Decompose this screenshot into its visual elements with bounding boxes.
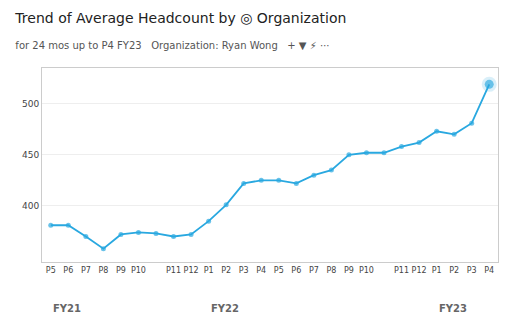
svg-text:P2: P2	[221, 266, 231, 275]
svg-text:P6: P6	[63, 266, 73, 275]
svg-text:P11: P11	[394, 266, 409, 275]
svg-text:P3: P3	[467, 266, 477, 275]
svg-text:P5: P5	[274, 266, 284, 275]
svg-text:P8: P8	[326, 266, 336, 275]
svg-text:P10: P10	[359, 266, 374, 275]
svg-text:P4: P4	[484, 266, 494, 275]
svg-text:P11: P11	[166, 266, 181, 275]
svg-text:P10: P10	[131, 266, 146, 275]
svg-text:P1: P1	[204, 266, 214, 275]
svg-text:P12: P12	[412, 266, 427, 275]
svg-text:P5: P5	[46, 266, 56, 275]
svg-text:P12: P12	[184, 266, 199, 275]
svg-text:for 24 mos up to P4 FY23 Org: for 24 mos up to P4 FY23 Organization: R…	[15, 40, 330, 51]
svg-text:P4: P4	[256, 266, 266, 275]
svg-text:400: 400	[22, 201, 39, 211]
svg-text:P2: P2	[449, 266, 459, 275]
svg-text:P8: P8	[98, 266, 108, 275]
svg-text:P7: P7	[81, 266, 91, 275]
svg-text:P1: P1	[432, 266, 442, 275]
svg-text:FY23: FY23	[439, 303, 467, 314]
svg-text:Trend of Average Headcount by: Trend of Average Headcount by ◎ Organiza…	[14, 10, 346, 26]
svg-text:P9: P9	[116, 266, 126, 275]
svg-text:FY21: FY21	[53, 303, 81, 314]
svg-text:P7: P7	[309, 266, 319, 275]
svg-text:500: 500	[22, 99, 39, 109]
svg-text:450: 450	[22, 150, 39, 160]
svg-text:P6: P6	[291, 266, 301, 275]
svg-text:P9: P9	[344, 266, 354, 275]
svg-text:P3: P3	[239, 266, 249, 275]
svg-text:FY22: FY22	[211, 303, 239, 314]
